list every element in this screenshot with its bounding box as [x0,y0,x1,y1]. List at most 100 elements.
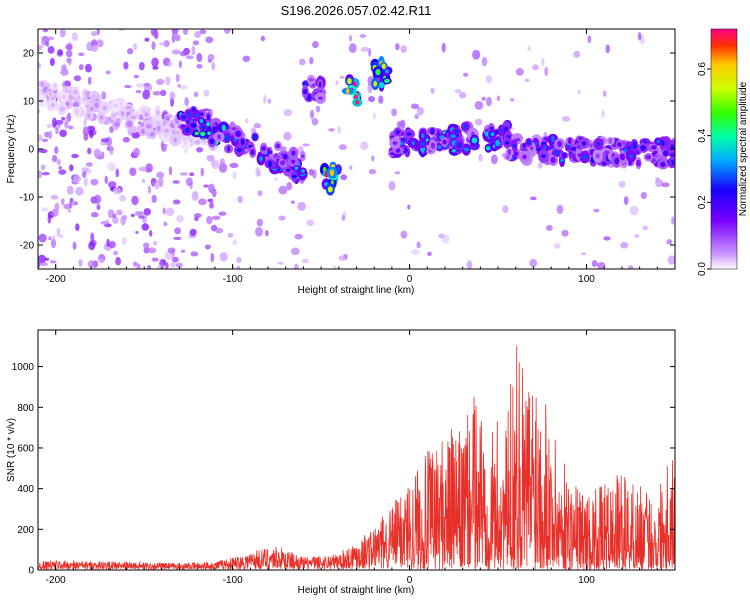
heatmap-cell [130,213,135,217]
heatmap-cell [309,109,315,120]
heatmap-cell [59,29,66,38]
heatmap-cell [261,146,267,151]
heatmap-cell [561,229,569,237]
heatmap-cell [372,112,377,120]
heatmap-cell [601,161,607,166]
heatmap-cell [54,146,59,155]
heatmap-cell [122,136,130,143]
heatmap-cell [587,35,592,44]
y-tick-label: -20 [20,241,35,252]
heatmap-cell [302,143,310,147]
heatmap-cell [138,215,145,219]
heatmap-cell [581,154,588,160]
heatmap-cell [196,52,203,62]
heatmap-cell [402,147,409,154]
heatmap-cell [96,204,101,211]
heatmap-cell [651,145,657,150]
heatmap-cell [64,80,72,87]
heatmap-cell [294,166,299,171]
heatmap-cell [368,168,377,175]
heatmap-cell [223,29,231,35]
heatmap-cell [498,129,503,133]
heatmap-cell [39,262,49,266]
heatmap-cell [145,163,153,173]
heatmap-cell [78,259,83,267]
heatmap-cell [485,146,492,151]
heatmap-cell [450,134,457,139]
heatmap-cell [416,106,424,116]
heatmap-cell [205,36,214,44]
heatmap-cell [121,237,127,245]
heatmap-cell [192,40,200,46]
heatmap-cell [601,110,605,118]
heatmap-cell [65,44,73,51]
heatmap-cell [133,261,138,267]
heatmap-cell [177,83,181,88]
heatmap-cell [396,121,403,128]
heatmap-cell [145,123,152,129]
heatmap-cell [556,204,564,215]
heatmap-cell [199,29,207,35]
heatmap-cell [463,124,468,130]
heatmap-cell [184,127,190,133]
heatmap-cell [38,170,43,179]
colorbar-tick-label: 0.6 [697,62,708,76]
heatmap-cell [38,108,41,114]
heatmap-cell [577,90,581,95]
heatmap-cell [183,140,188,146]
heatmap-cell [91,44,99,52]
heatmap-cell [123,61,129,70]
heatmap-cell [561,116,571,122]
heatmap-cell [232,171,237,180]
heatmap-cell [185,177,193,187]
heatmap-cell [173,137,177,143]
heatmap-cell [165,207,175,217]
heatmap-cell [54,202,60,212]
heatmap-cell [570,146,577,151]
colorbar-label: Normalized spectral amplitude [738,81,749,216]
heatmap-cell [40,39,45,49]
heatmap-cell [430,87,435,94]
heatmap-cell [101,91,107,100]
heatmap-cell [557,140,562,148]
heatmap-cell [333,265,337,269]
heatmap-cell [322,167,327,173]
heatmap-cell [172,256,179,263]
heatmap-cell [206,215,213,225]
heatmap-cell [544,66,549,77]
x-tick-label: 100 [578,274,595,285]
heatmap-cell [44,257,50,261]
heatmap-cell [550,156,556,164]
x-tick-label: 0 [407,274,413,285]
heatmap-cell [290,200,295,204]
heatmap-cell [286,168,291,172]
heatmap-cell [524,78,530,82]
heatmap-cell [119,194,126,202]
y-tick-label: 1000 [12,362,35,373]
heatmap-cell [551,135,555,143]
heatmap-cell [191,190,199,201]
heatmap-cell [185,55,194,60]
heatmap-cell [170,261,176,268]
heatmap-cell [349,165,353,170]
heatmap-cell [207,198,214,203]
y-tick-label: 400 [17,484,34,495]
heatmap-cell [308,168,314,176]
heatmap-cell [375,68,381,76]
spectrogram-y-ticks: 20 10 0 -10 -20 [20,49,675,252]
heatmap-cell [603,90,607,97]
heatmap-cell [240,138,245,146]
heatmap-cell [151,194,157,204]
heatmap-cell [38,259,42,266]
heatmap-cell [221,124,226,132]
heatmap-cell [72,201,79,206]
heatmap-cell [302,89,308,95]
heatmap-cell [275,143,281,149]
heatmap-cell [605,44,611,54]
heatmap-cell [159,89,167,97]
heatmap-cell [115,256,121,266]
heatmap-cell [211,159,220,170]
heatmap-cell [206,114,211,121]
heatmap-cell [629,205,639,216]
heatmap-cell [236,265,241,269]
